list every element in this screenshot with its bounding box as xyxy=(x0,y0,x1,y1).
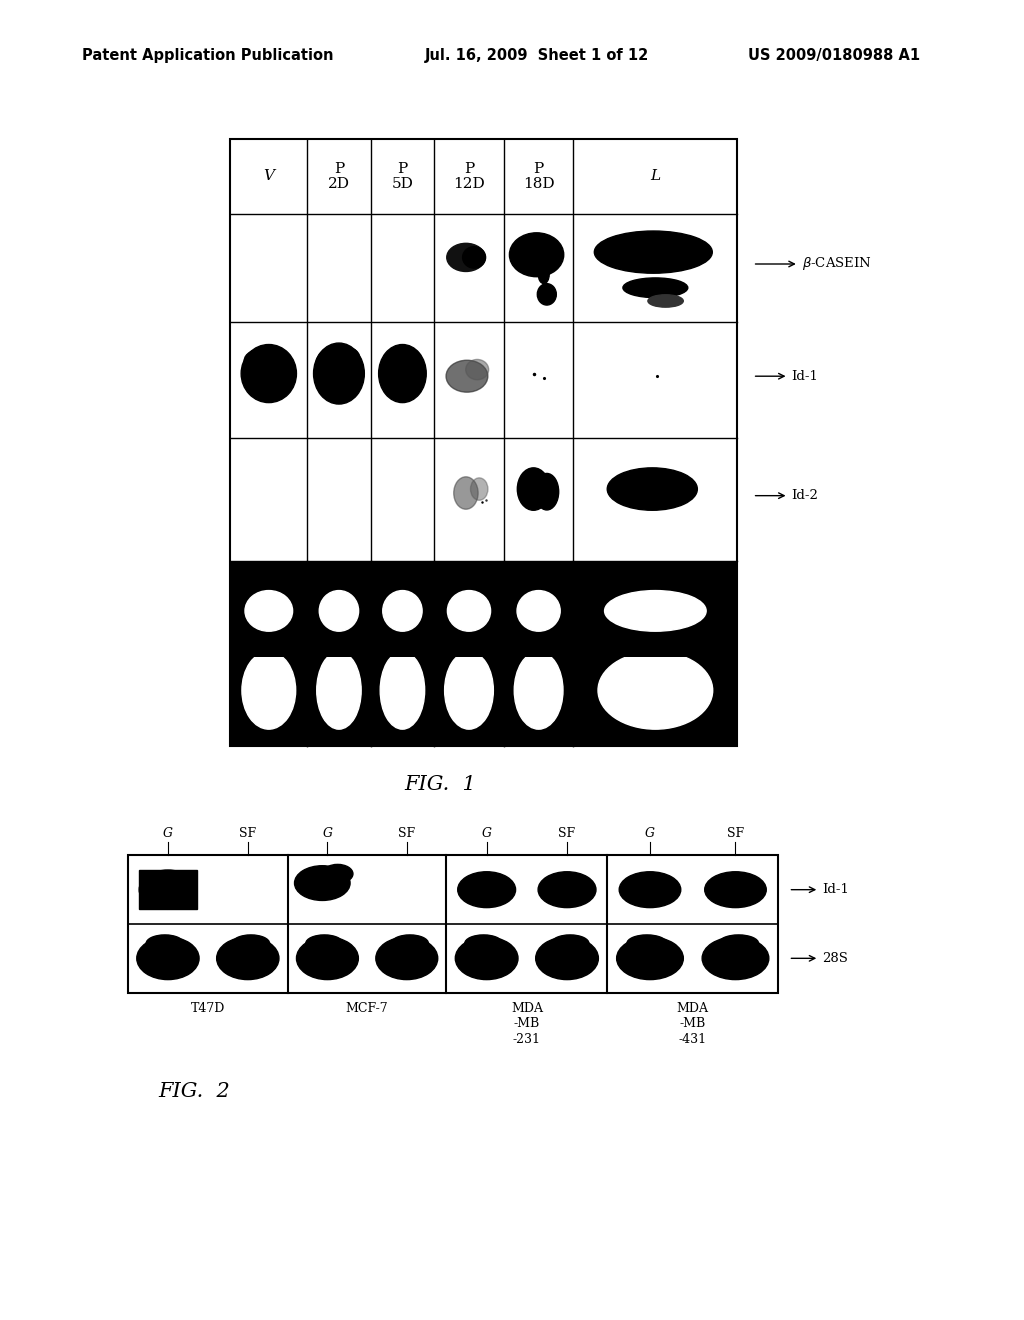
Ellipse shape xyxy=(376,937,437,979)
Bar xyxy=(230,139,737,746)
Ellipse shape xyxy=(217,937,279,979)
Ellipse shape xyxy=(393,348,422,375)
Bar xyxy=(434,636,504,657)
Ellipse shape xyxy=(620,871,681,908)
Ellipse shape xyxy=(379,345,426,403)
Text: SF: SF xyxy=(558,826,575,840)
Ellipse shape xyxy=(295,866,350,900)
Text: Patent Application Publication: Patent Application Publication xyxy=(82,48,334,63)
Ellipse shape xyxy=(446,243,485,272)
Ellipse shape xyxy=(604,590,707,631)
Text: FIG.  1: FIG. 1 xyxy=(404,775,476,793)
Ellipse shape xyxy=(517,467,550,511)
Ellipse shape xyxy=(466,359,488,380)
Ellipse shape xyxy=(245,348,283,372)
Ellipse shape xyxy=(470,478,487,500)
Ellipse shape xyxy=(242,652,296,729)
Text: G: G xyxy=(645,826,655,840)
Ellipse shape xyxy=(444,652,494,729)
Bar xyxy=(504,636,573,657)
Text: P
18D: P 18D xyxy=(523,161,554,191)
Ellipse shape xyxy=(648,294,683,308)
Text: SF: SF xyxy=(398,826,416,840)
Bar xyxy=(573,636,737,657)
Ellipse shape xyxy=(242,345,297,403)
Text: 28S: 28S xyxy=(822,952,848,965)
Ellipse shape xyxy=(458,871,516,908)
Ellipse shape xyxy=(551,935,589,952)
Bar xyxy=(128,855,778,993)
Ellipse shape xyxy=(446,360,487,392)
Ellipse shape xyxy=(313,343,365,404)
Ellipse shape xyxy=(319,590,358,631)
Bar xyxy=(230,561,737,746)
Ellipse shape xyxy=(465,935,503,952)
Ellipse shape xyxy=(342,348,360,372)
Ellipse shape xyxy=(146,935,183,952)
Text: FIG.  2: FIG. 2 xyxy=(159,1082,230,1101)
Text: SF: SF xyxy=(727,826,744,840)
Ellipse shape xyxy=(383,590,422,631)
Ellipse shape xyxy=(323,865,353,883)
Ellipse shape xyxy=(627,935,667,952)
Ellipse shape xyxy=(316,350,341,379)
Ellipse shape xyxy=(391,935,428,952)
Ellipse shape xyxy=(719,935,759,952)
Ellipse shape xyxy=(139,870,197,909)
Ellipse shape xyxy=(456,937,518,979)
Ellipse shape xyxy=(536,937,598,979)
Text: MDA
-MB
-231: MDA -MB -231 xyxy=(511,1002,543,1045)
Text: G: G xyxy=(163,826,173,840)
Ellipse shape xyxy=(538,284,556,305)
Ellipse shape xyxy=(454,477,478,510)
Ellipse shape xyxy=(509,232,564,277)
Ellipse shape xyxy=(316,652,361,729)
Ellipse shape xyxy=(705,871,766,908)
Text: Jul. 16, 2009  Sheet 1 of 12: Jul. 16, 2009 Sheet 1 of 12 xyxy=(425,48,649,63)
Text: MDA
-MB
-431: MDA -MB -431 xyxy=(677,1002,709,1045)
Text: US 2009/0180988 A1: US 2009/0180988 A1 xyxy=(748,48,920,63)
Text: SF: SF xyxy=(240,826,256,840)
Text: T47D: T47D xyxy=(190,1002,225,1015)
Ellipse shape xyxy=(306,935,343,952)
Text: Id-2: Id-2 xyxy=(792,490,818,502)
Text: Id-1: Id-1 xyxy=(792,370,818,383)
Bar xyxy=(139,870,197,909)
Ellipse shape xyxy=(232,935,269,952)
Bar xyxy=(371,636,434,657)
Ellipse shape xyxy=(380,652,425,729)
Text: P
12D: P 12D xyxy=(453,161,485,191)
Text: L: L xyxy=(650,169,660,183)
Ellipse shape xyxy=(607,467,697,511)
Ellipse shape xyxy=(137,937,199,979)
Ellipse shape xyxy=(447,590,490,631)
Text: Id-1: Id-1 xyxy=(822,883,849,896)
Ellipse shape xyxy=(535,474,559,510)
Text: G: G xyxy=(323,826,333,840)
Text: MCF-7: MCF-7 xyxy=(346,1002,388,1015)
Ellipse shape xyxy=(702,937,769,979)
Ellipse shape xyxy=(517,590,560,631)
Ellipse shape xyxy=(594,231,713,273)
Ellipse shape xyxy=(623,279,688,297)
Ellipse shape xyxy=(245,590,293,631)
Ellipse shape xyxy=(514,652,563,729)
Bar xyxy=(307,636,371,657)
Ellipse shape xyxy=(598,652,713,729)
Ellipse shape xyxy=(538,871,596,908)
Bar xyxy=(230,636,307,657)
Text: V: V xyxy=(263,169,274,183)
Ellipse shape xyxy=(463,247,485,268)
Text: P
5D: P 5D xyxy=(391,161,414,191)
Text: G: G xyxy=(481,826,492,840)
Text: P
2D: P 2D xyxy=(328,161,350,191)
Ellipse shape xyxy=(616,937,683,979)
Text: $\beta$-CASEIN: $\beta$-CASEIN xyxy=(802,256,871,272)
Ellipse shape xyxy=(539,265,549,284)
Ellipse shape xyxy=(297,937,358,979)
